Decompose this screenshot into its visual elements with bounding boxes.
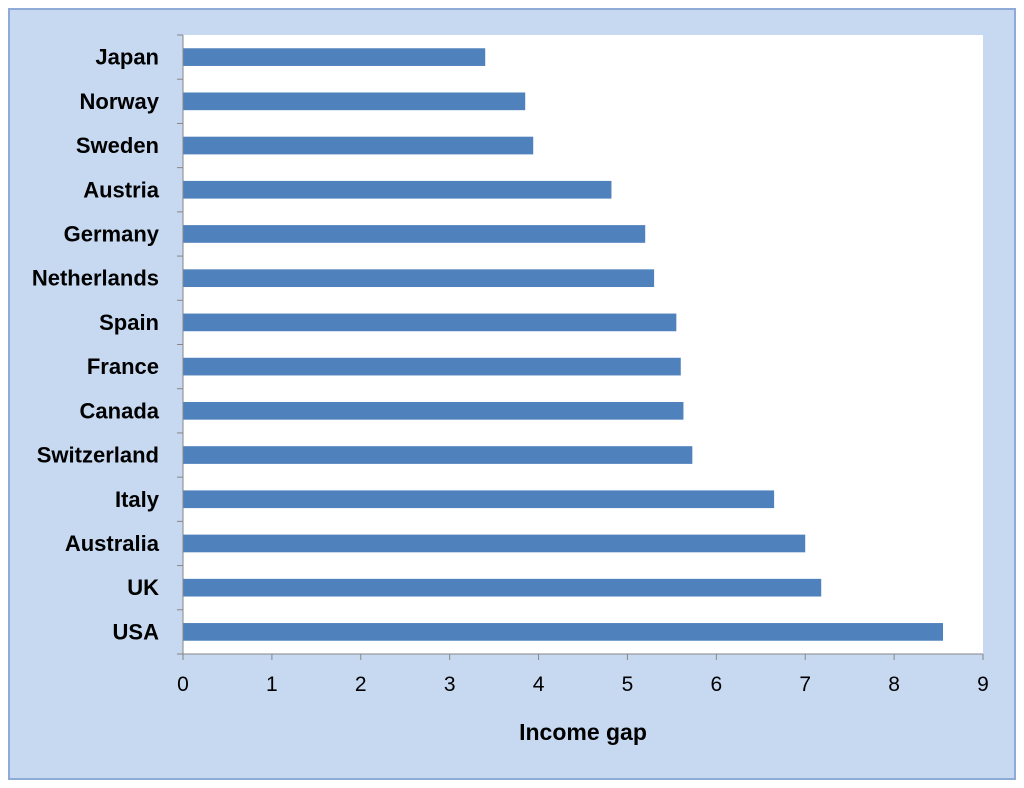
bar-france [183, 357, 681, 376]
category-label-france: France [87, 354, 159, 379]
category-label-norway: Norway [80, 89, 160, 114]
category-label-netherlands: Netherlands [32, 266, 159, 291]
x-tick-label-6: 6 [710, 673, 722, 696]
category-label-switzerland: Switzerland [37, 443, 159, 468]
category-labels: Japan Norway Sweden Austria Germany Netherlan… [32, 45, 160, 645]
bar-italy [183, 490, 775, 509]
category-label-australia: Australia [65, 531, 160, 556]
category-label-spain: Spain [99, 310, 159, 335]
x-tick-label-4: 4 [533, 673, 545, 696]
category-label-italy: Italy [115, 487, 160, 512]
x-tick-label-8: 8 [888, 673, 900, 696]
x-tick-label-0: 0 [177, 673, 189, 696]
bar-sweden [183, 136, 534, 155]
x-tick-label-9: 9 [977, 673, 989, 696]
category-label-germany: Germany [64, 221, 160, 246]
x-tick-label-3: 3 [444, 673, 456, 696]
bar-norway [183, 92, 526, 111]
bar-japan [183, 48, 486, 66]
x-tick-label-5: 5 [622, 673, 634, 696]
bar-canada [183, 401, 684, 420]
bar-switzerland [183, 446, 693, 464]
x-axis-title: Income gap [519, 719, 647, 745]
category-label-sweden: Sweden [76, 133, 159, 158]
category-label-austria: Austria [83, 177, 160, 202]
bar-spain [183, 313, 677, 332]
bar-netherlands [183, 269, 655, 288]
axes-group [177, 34, 984, 660]
category-label-japan: Japan [95, 45, 159, 70]
x-tick-label-1: 1 [266, 673, 278, 696]
bar-usa [183, 623, 943, 641]
bar-australia [183, 534, 806, 553]
tick-labels: 0 1 2 3 4 5 6 7 8 9 [177, 673, 989, 696]
category-label-canada: Canada [80, 398, 160, 423]
bar-austria [183, 180, 612, 199]
plot-area [183, 35, 983, 654]
bars-group [183, 48, 943, 641]
bar-uk [183, 578, 822, 597]
bar-germany [183, 225, 646, 243]
x-tick-label-2: 2 [355, 673, 367, 696]
x-tick-label-7: 7 [799, 673, 811, 696]
category-label-uk: UK [127, 575, 159, 600]
category-label-usa: USA [113, 619, 160, 644]
